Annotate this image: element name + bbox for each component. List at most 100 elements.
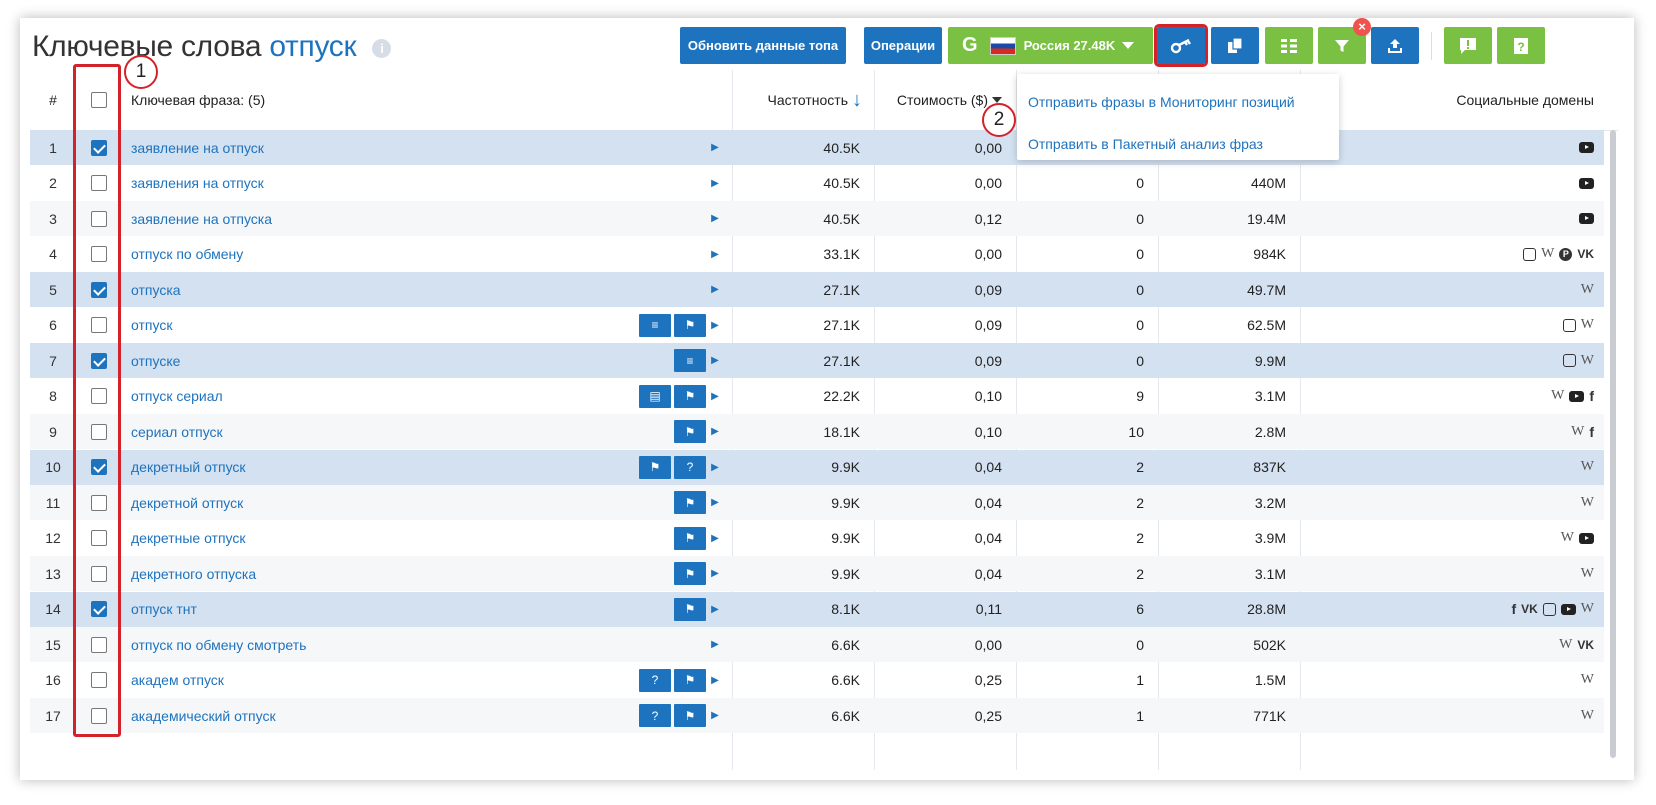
col-phrase-header[interactable]: Ключевая фраза: (5) — [131, 92, 266, 108]
row-checkbox[interactable] — [91, 246, 107, 262]
youtube-icon[interactable] — [1579, 213, 1594, 224]
vk-icon[interactable]: VK — [1577, 637, 1594, 652]
row-checkbox[interactable] — [91, 317, 107, 333]
table-row[interactable]: 15 отпуск по обмену смотреть ▶ 6.6K 0,00 0 502… — [30, 627, 1604, 662]
keyword-phrase-link[interactable]: декретные отпуск — [131, 530, 246, 546]
question-icon[interactable]: ? — [639, 668, 671, 692]
col-freq-header[interactable]: Частотность ↓ — [732, 70, 872, 130]
keyword-phrase-link[interactable]: отпуск — [131, 317, 173, 333]
flag-icon[interactable]: ⚑ — [674, 597, 706, 621]
keyword-phrase-link[interactable]: академический отпуск — [131, 707, 276, 724]
row-checkbox[interactable] — [91, 601, 107, 617]
expand-arrow-icon[interactable]: ▶ — [711, 177, 719, 189]
youtube-icon[interactable] — [1579, 142, 1594, 153]
table-row[interactable]: 3 заявление на отпуска ▶ 40.5K 0,12 0 19.4M — [30, 201, 1604, 236]
info-icon[interactable]: i — [372, 38, 392, 58]
table-row[interactable]: 16 академ отпуск? ⚑ ▶ 6.6K 0,25 1 1.5M W — [30, 663, 1604, 698]
row-checkbox[interactable] — [91, 459, 107, 475]
question-icon[interactable]: ? — [639, 704, 671, 727]
vk-icon[interactable]: VK — [1521, 602, 1538, 616]
flag-icon[interactable]: ⚑ — [674, 313, 706, 337]
select-all-checkbox[interactable] — [91, 92, 107, 108]
menu-item-send-to-batch-analysis[interactable]: Отправить в Пакетный анализ фраз — [1028, 136, 1263, 152]
feedback-button[interactable] — [1444, 27, 1492, 64]
question-icon[interactable]: ? — [674, 455, 706, 479]
keyword-phrase-link[interactable]: заявления на отпуск — [131, 175, 264, 191]
flag-icon[interactable]: ⚑ — [674, 526, 706, 550]
instagram-icon[interactable] — [1562, 354, 1576, 367]
row-checkbox[interactable] — [91, 139, 107, 156]
flag-icon[interactable]: ⚑ — [674, 420, 706, 443]
keyword-phrase-link[interactable]: отпуск тнт — [131, 601, 197, 617]
keyword-phrase-link[interactable]: отпуске — [131, 352, 181, 369]
expand-arrow-icon[interactable]: ▶ — [711, 319, 719, 331]
expand-arrow-icon[interactable]: ▶ — [711, 532, 719, 544]
keyword-phrase-link[interactable]: отпуск по обмену смотреть — [131, 636, 307, 653]
flag-icon[interactable]: ⚑ — [674, 704, 706, 727]
row-checkbox[interactable] — [91, 388, 107, 404]
instagram-icon[interactable] — [1523, 247, 1537, 261]
keyword-phrase-link[interactable]: академ отпуск — [131, 672, 224, 688]
row-checkbox[interactable] — [91, 175, 107, 191]
keyword-phrase-link[interactable]: отпуска — [131, 281, 181, 298]
expand-arrow-icon[interactable]: ▶ — [711, 674, 719, 686]
youtube-icon[interactable] — [1569, 390, 1585, 402]
keyword-phrase-link[interactable]: отпуск сериал — [131, 388, 223, 404]
expand-arrow-icon[interactable]: ▶ — [711, 284, 719, 295]
table-row[interactable]: 4 отпуск по обмену ▶ 33.1K 0,00 0 984K W P VK — [30, 237, 1604, 272]
keyword-phrase-link[interactable]: заявление на отпуск — [131, 139, 264, 156]
copy-button[interactable] — [1211, 27, 1259, 64]
flag-icon[interactable]: ⚑ — [674, 384, 706, 408]
row-checkbox[interactable] — [91, 565, 107, 582]
wikipedia-icon[interactable]: W — [1580, 672, 1594, 687]
instagram-icon[interactable] — [1542, 602, 1556, 616]
wikipedia-icon[interactable]: W — [1580, 494, 1594, 510]
keyword-phrase-link[interactable]: декретной отпуск — [131, 494, 244, 511]
expand-arrow-icon[interactable]: ▶ — [711, 248, 719, 260]
region-selector[interactable]: G Россия 27.48K — [948, 27, 1153, 64]
keyword-phrase-link[interactable]: декретный отпуск — [131, 459, 246, 475]
wikipedia-icon[interactable]: W — [1580, 565, 1594, 581]
flag-icon[interactable]: ⚑ — [639, 455, 671, 479]
facebook-icon[interactable]: f — [1511, 601, 1517, 617]
expand-arrow-icon[interactable]: ▶ — [711, 461, 719, 473]
scrollbar[interactable] — [1610, 130, 1616, 758]
table-row[interactable]: 11 декретной отпуск ⚑ ▶ 9.9K 0,04 2 3.2M W — [30, 485, 1604, 520]
menu-item-send-to-monitoring[interactable]: Отправить фразы в Мониторинг позиций — [1028, 94, 1295, 110]
keyword-phrase-link[interactable]: декретного отпуска — [131, 565, 257, 582]
row-checkbox[interactable] — [91, 210, 107, 227]
help-button[interactable]: ? — [1497, 27, 1545, 64]
col-social-header[interactable]: Социальные домены — [1456, 92, 1594, 108]
document-icon[interactable]: ▤ — [639, 384, 671, 408]
expand-arrow-icon[interactable]: ▶ — [711, 497, 719, 508]
expand-arrow-icon[interactable]: ▶ — [711, 710, 719, 721]
vk-icon[interactable]: VK — [1577, 247, 1594, 261]
wikipedia-icon[interactable]: W — [1560, 530, 1574, 545]
wikipedia-icon[interactable]: W — [1571, 423, 1585, 439]
expand-arrow-icon[interactable]: ▶ — [711, 390, 719, 402]
operations-button[interactable]: Операции — [864, 27, 942, 64]
table-row[interactable]: 12 декретные отпуск ⚑ ▶ 9.9K 0,04 2 3.9M W — [30, 521, 1604, 556]
wikipedia-icon[interactable]: W — [1580, 317, 1594, 332]
instagram-icon[interactable] — [1562, 318, 1576, 332]
wikipedia-icon[interactable]: W — [1580, 352, 1594, 368]
row-checkbox[interactable] — [91, 707, 107, 724]
facebook-icon[interactable]: f — [1589, 423, 1594, 440]
table-row[interactable]: 2 заявления на отпуск ▶ 40.5K 0,00 0 440M — [30, 166, 1604, 201]
title-query[interactable]: отпуск — [269, 30, 357, 63]
wikipedia-icon[interactable]: W — [1559, 636, 1573, 652]
row-checkbox[interactable] — [91, 530, 107, 546]
keyword-phrase-link[interactable]: заявление на отпуска — [131, 210, 273, 227]
key-button[interactable] — [1154, 24, 1208, 67]
columns-button[interactable] — [1265, 27, 1313, 64]
expand-arrow-icon[interactable]: ▶ — [711, 603, 719, 615]
flag-icon[interactable]: ⚑ — [674, 491, 706, 514]
keyword-phrase-link[interactable]: сериал отпуск — [131, 423, 223, 440]
keyword-phrase-link[interactable]: отпуск по обмену — [131, 246, 244, 262]
export-button[interactable] — [1371, 27, 1419, 64]
list-icon[interactable]: ≡ — [674, 349, 706, 372]
table-row[interactable]: 10 декретный отпуск ⚑? ▶ 9.9K 0,04 2 837K W — [30, 449, 1604, 485]
clear-filter-icon[interactable]: × — [1353, 18, 1371, 36]
wikipedia-icon[interactable]: W — [1580, 459, 1594, 474]
wikipedia-icon[interactable]: W — [1580, 601, 1594, 616]
